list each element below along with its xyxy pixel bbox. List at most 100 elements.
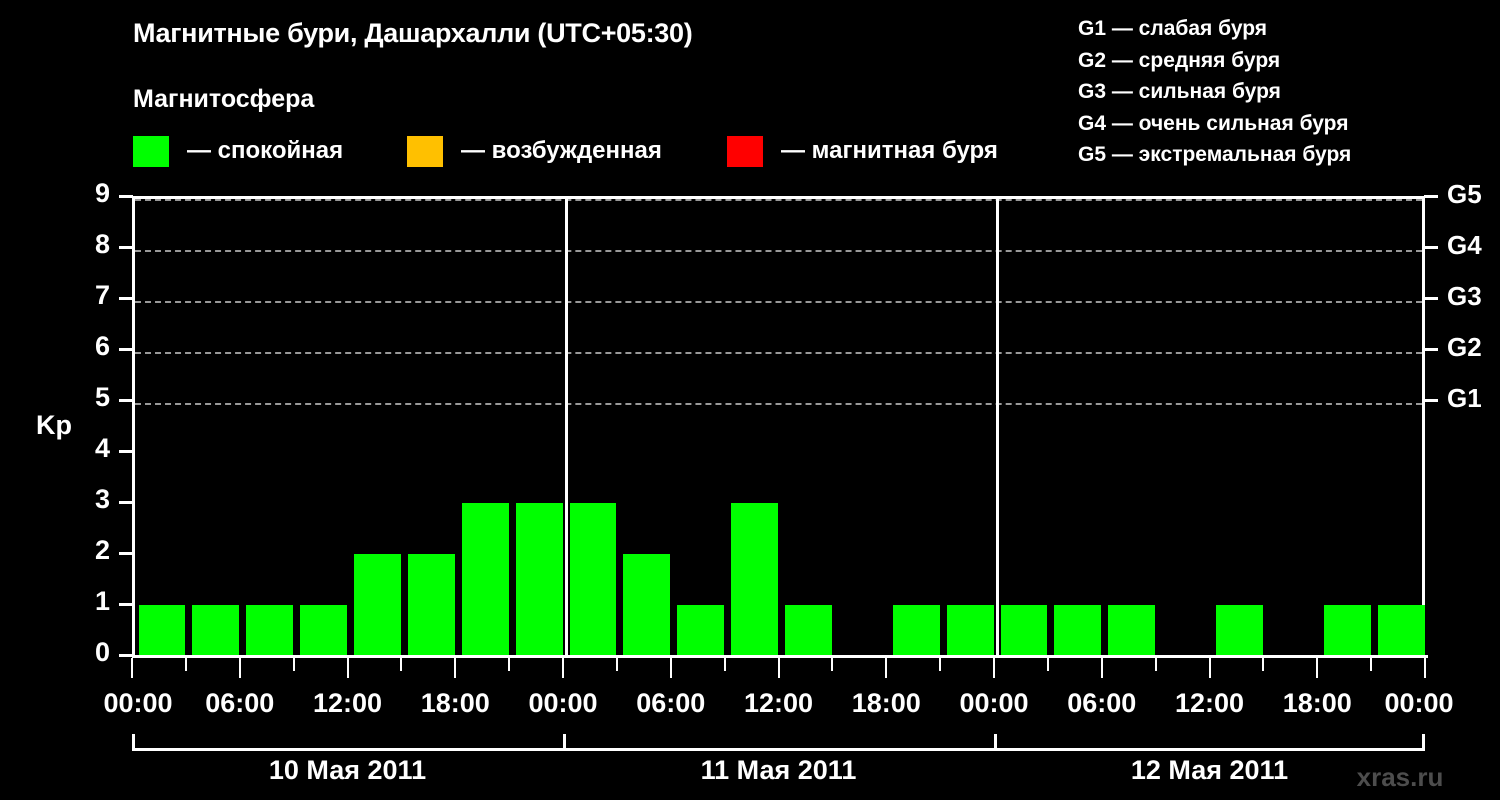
y2-tick-g3 <box>1424 296 1438 300</box>
x-tick-label-7: 18:00 <box>851 688 921 718</box>
y2-tick-g2 <box>1424 347 1438 351</box>
y2-tick-label-g2: G2 <box>1447 332 1482 362</box>
bar-7 <box>515 503 563 656</box>
x-tick-5 <box>400 658 403 671</box>
x-tick-11 <box>723 658 726 671</box>
g-scale-row-g3: G3 — сильная буря <box>1078 80 1281 103</box>
x-tick-12 <box>777 658 780 678</box>
x-tick-7 <box>508 658 511 671</box>
g-scale-row-g4: G4 — очень сильная буря <box>1078 111 1349 135</box>
x-tick-3 <box>292 658 295 671</box>
x-tick-8 <box>562 658 564 678</box>
x-tick-6 <box>454 658 457 678</box>
x-tick-label-2: 12:00 <box>312 688 383 718</box>
legend-item-2: — магнитная буря <box>727 134 998 168</box>
x-tick-label-4: 00:00 <box>528 688 598 718</box>
x-tick-10 <box>669 658 672 678</box>
x-axis-line <box>132 655 1428 658</box>
x-tick-20 <box>1208 658 1211 678</box>
x-tick-14 <box>885 658 888 678</box>
bar-17 <box>1054 605 1102 656</box>
legend-item-1: — возбужденная <box>407 134 662 168</box>
y-tick-7 <box>119 296 133 300</box>
legend-label-1: — возбужденная <box>461 137 662 164</box>
bar-23 <box>1377 605 1425 656</box>
bar-5 <box>407 554 455 656</box>
bar-6 <box>461 503 509 656</box>
legend-label-0: — спокойная <box>187 137 344 164</box>
x-tick-17 <box>1046 658 1049 671</box>
y2-tick-label-g1: G1 <box>1447 383 1482 413</box>
bar-11 <box>731 503 778 656</box>
day-label-2: 12 Мая 2011 <box>1130 755 1289 785</box>
bar-20 <box>1216 605 1263 656</box>
x-tick-label-1: 06:00 <box>205 688 275 718</box>
bar-12 <box>785 605 832 656</box>
y2-tick-label-g4: G4 <box>1447 230 1482 260</box>
y2-tick-label-g5: G5 <box>1447 179 1482 209</box>
bar-2 <box>246 605 294 656</box>
day-label-0: 10 Мая 2011 <box>268 755 427 785</box>
x-tick-1 <box>184 658 187 671</box>
gridline-kp-6 <box>135 352 1422 354</box>
g-scale-row-g5: G5 — экстремальная буря <box>1078 143 1352 166</box>
bar-1 <box>192 605 240 656</box>
y-tick-label-5: 5 <box>94 382 110 412</box>
watermark: xras.ru <box>1356 762 1444 792</box>
legend-swatch-active <box>407 135 443 167</box>
day-axis-tick-1 <box>563 734 566 751</box>
y-tick-3 <box>119 500 133 504</box>
y-tick-1 <box>119 602 133 606</box>
y-tick-label-1: 1 <box>94 586 110 616</box>
plot-area <box>132 196 1425 656</box>
x-tick-label-6: 12:00 <box>743 688 814 718</box>
y-tick-6 <box>119 347 133 351</box>
day-axis-tick-3 <box>1422 734 1425 751</box>
bar-0 <box>138 605 186 656</box>
x-tick-label-12: 00:00 <box>1384 688 1454 718</box>
y-axis-title: Kp <box>36 410 72 440</box>
y-tick-label-2: 2 <box>94 535 110 565</box>
g-scale-row-g1: G1 — слабая буря <box>1078 17 1268 40</box>
legend-swatch-storm <box>727 135 763 167</box>
gridline-kp-9 <box>135 199 1422 201</box>
day-separator-2 <box>995 199 999 656</box>
gridline-kp-5 <box>135 403 1422 405</box>
y-tick-label-6: 6 <box>94 331 110 361</box>
day-separator-1 <box>564 199 568 656</box>
magnetosphere-heading: Магнитосфера <box>133 85 315 113</box>
g-scale-row-g2: G2 — средняя буря <box>1078 48 1281 72</box>
y-tick-2 <box>119 551 133 555</box>
magnetosphere-legend: — спокойная — возбужденная — магнитная бур… <box>133 134 1053 168</box>
x-tick-9 <box>615 658 618 671</box>
gridline-kp-7 <box>135 301 1422 303</box>
x-tick-22 <box>1316 658 1319 678</box>
x-tick-23 <box>1370 658 1373 671</box>
bar-8 <box>569 503 617 656</box>
y-tick-5 <box>119 398 133 402</box>
x-tick-15 <box>939 658 942 671</box>
day-label-1: 11 Мая 2011 <box>700 755 857 785</box>
bar-4 <box>354 554 401 656</box>
bar-9 <box>623 554 671 656</box>
y2-tick-label-g3: G3 <box>1447 281 1482 311</box>
y-tick-label-0: 0 <box>94 637 110 667</box>
legend-item-0: — спокойная <box>133 134 343 168</box>
y-tick-9 <box>119 194 133 198</box>
x-tick-21 <box>1262 658 1265 671</box>
day-axis-tick-2 <box>994 734 997 751</box>
page-title: Магнитные бури, Дашархалли (UTC+05:30) <box>133 18 693 48</box>
bar-22 <box>1323 605 1371 656</box>
y-tick-label-7: 7 <box>94 280 110 310</box>
gridline-kp-8 <box>135 250 1422 252</box>
bar-series <box>135 199 1425 656</box>
bar-15 <box>946 605 994 656</box>
legend-swatch-quiet <box>133 135 169 167</box>
legend-label-2: — магнитная буря <box>781 137 998 164</box>
y-tick-label-8: 8 <box>94 229 110 259</box>
x-tick-13 <box>831 658 834 671</box>
x-tick-label-8: 00:00 <box>959 688 1029 718</box>
y2-tick-g1 <box>1424 398 1438 402</box>
g-scale-legend: G1 — слабая буря G2 — средняя буря G3 — си… <box>1078 13 1498 171</box>
